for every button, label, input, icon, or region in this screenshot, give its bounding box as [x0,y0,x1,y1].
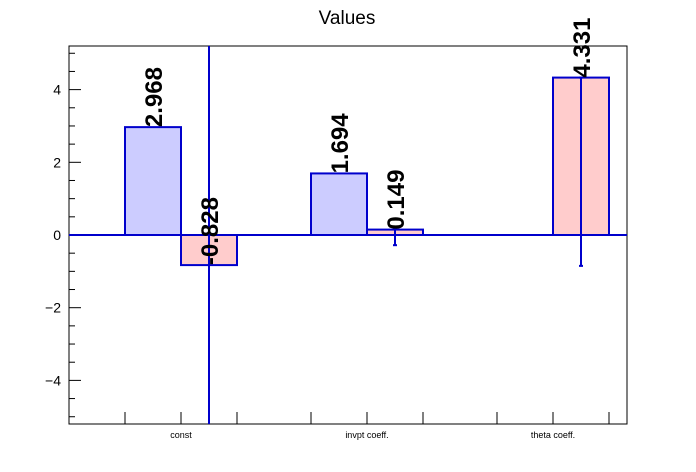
x-tick-label: theta coeff. [531,430,575,440]
data-label: 4.331 [569,18,596,78]
y-tick-label: 0 [53,227,61,243]
y-tick-label: 4 [53,82,61,98]
y-tick-label: −2 [45,300,61,316]
x-tick-label: const [170,430,192,440]
data-label: 2.968 [141,67,168,127]
x-tick-label: invpt coeff. [345,430,388,440]
data-label: 0.149 [383,170,410,230]
data-label: 1.694 [327,113,354,174]
y-tick-label: 2 [53,154,61,170]
bar [124,126,182,236]
data-label: -0.828 [197,197,224,265]
bar [310,172,368,236]
y-tick-label: −4 [45,372,61,388]
chart-title: Values [319,8,376,29]
plot-area: −4 −2 0 2 4 const invpt coeff. theta coeff. 2.96… [45,18,628,440]
